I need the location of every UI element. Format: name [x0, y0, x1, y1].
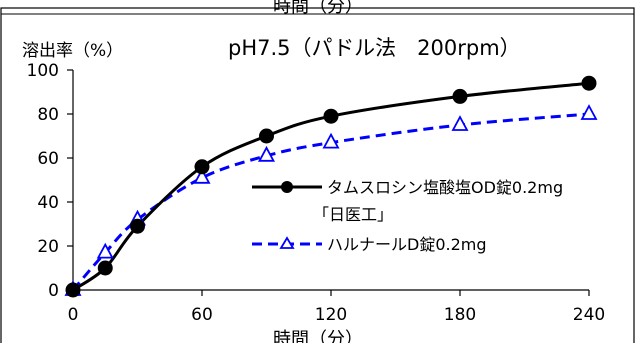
y-tick-label: 60	[37, 149, 59, 169]
legend-swatch-nichiiko-marker	[281, 181, 293, 193]
legend-swatch-harnal-marker	[279, 236, 295, 249]
data-point-harnal	[322, 132, 340, 149]
data-point-nichiiko	[194, 159, 210, 175]
data-point-harnal	[257, 145, 276, 162]
data-point-nichiiko	[452, 88, 468, 104]
x-tick-label: 240	[573, 305, 605, 325]
data-point-harnal	[451, 115, 469, 131]
data-point-harnal	[193, 167, 211, 184]
data-point-nichiiko	[581, 75, 597, 91]
data-point-nichiiko	[97, 260, 113, 276]
x-tick-label: 60	[191, 305, 213, 325]
legend-label-nichiiko-line1: タムスロシン塩酸塩OD錠0.2mg	[327, 178, 563, 197]
y-tick-label: 100	[27, 61, 59, 81]
y-tick-label: 40	[37, 193, 59, 213]
data-point-nichiiko	[65, 282, 81, 298]
legend: タムスロシン塩酸塩OD錠0.2mg 「日医工」 ハルナールD錠0.2mg	[252, 178, 563, 254]
x-tick-label: 120	[315, 305, 347, 325]
chart-border	[0, 7, 635, 347]
data-point-harnal	[580, 104, 598, 120]
data-point-nichiiko	[259, 128, 274, 144]
x-axis-title: 時間（分）	[273, 329, 363, 343]
chart-title: pH7.5（パドル法 200rpm）	[228, 36, 521, 60]
y-axis-title: 溶出率（%）	[22, 41, 123, 61]
data-point-harnal	[96, 242, 114, 259]
data-point-nichiiko	[130, 218, 145, 234]
legend-label-nichiiko-line2: 「日医工」	[313, 205, 393, 224]
y-tick-label: 0	[48, 281, 59, 301]
y-tick-label: 20	[37, 237, 59, 257]
x-tick-label: 0	[68, 305, 79, 325]
series-layer	[64, 75, 598, 298]
legend-label-harnal: ハルナールD錠0.2mg	[327, 235, 487, 254]
x-tick-label: 180	[444, 305, 476, 325]
data-point-nichiiko	[323, 108, 339, 124]
x-ticks: 0 60 120 180 240	[68, 290, 605, 325]
y-tick-label: 80	[37, 105, 59, 125]
top-clipped-text: 時間（分）	[273, 0, 363, 17]
y-ticks: 0 20 40 60 80 100	[27, 61, 73, 301]
